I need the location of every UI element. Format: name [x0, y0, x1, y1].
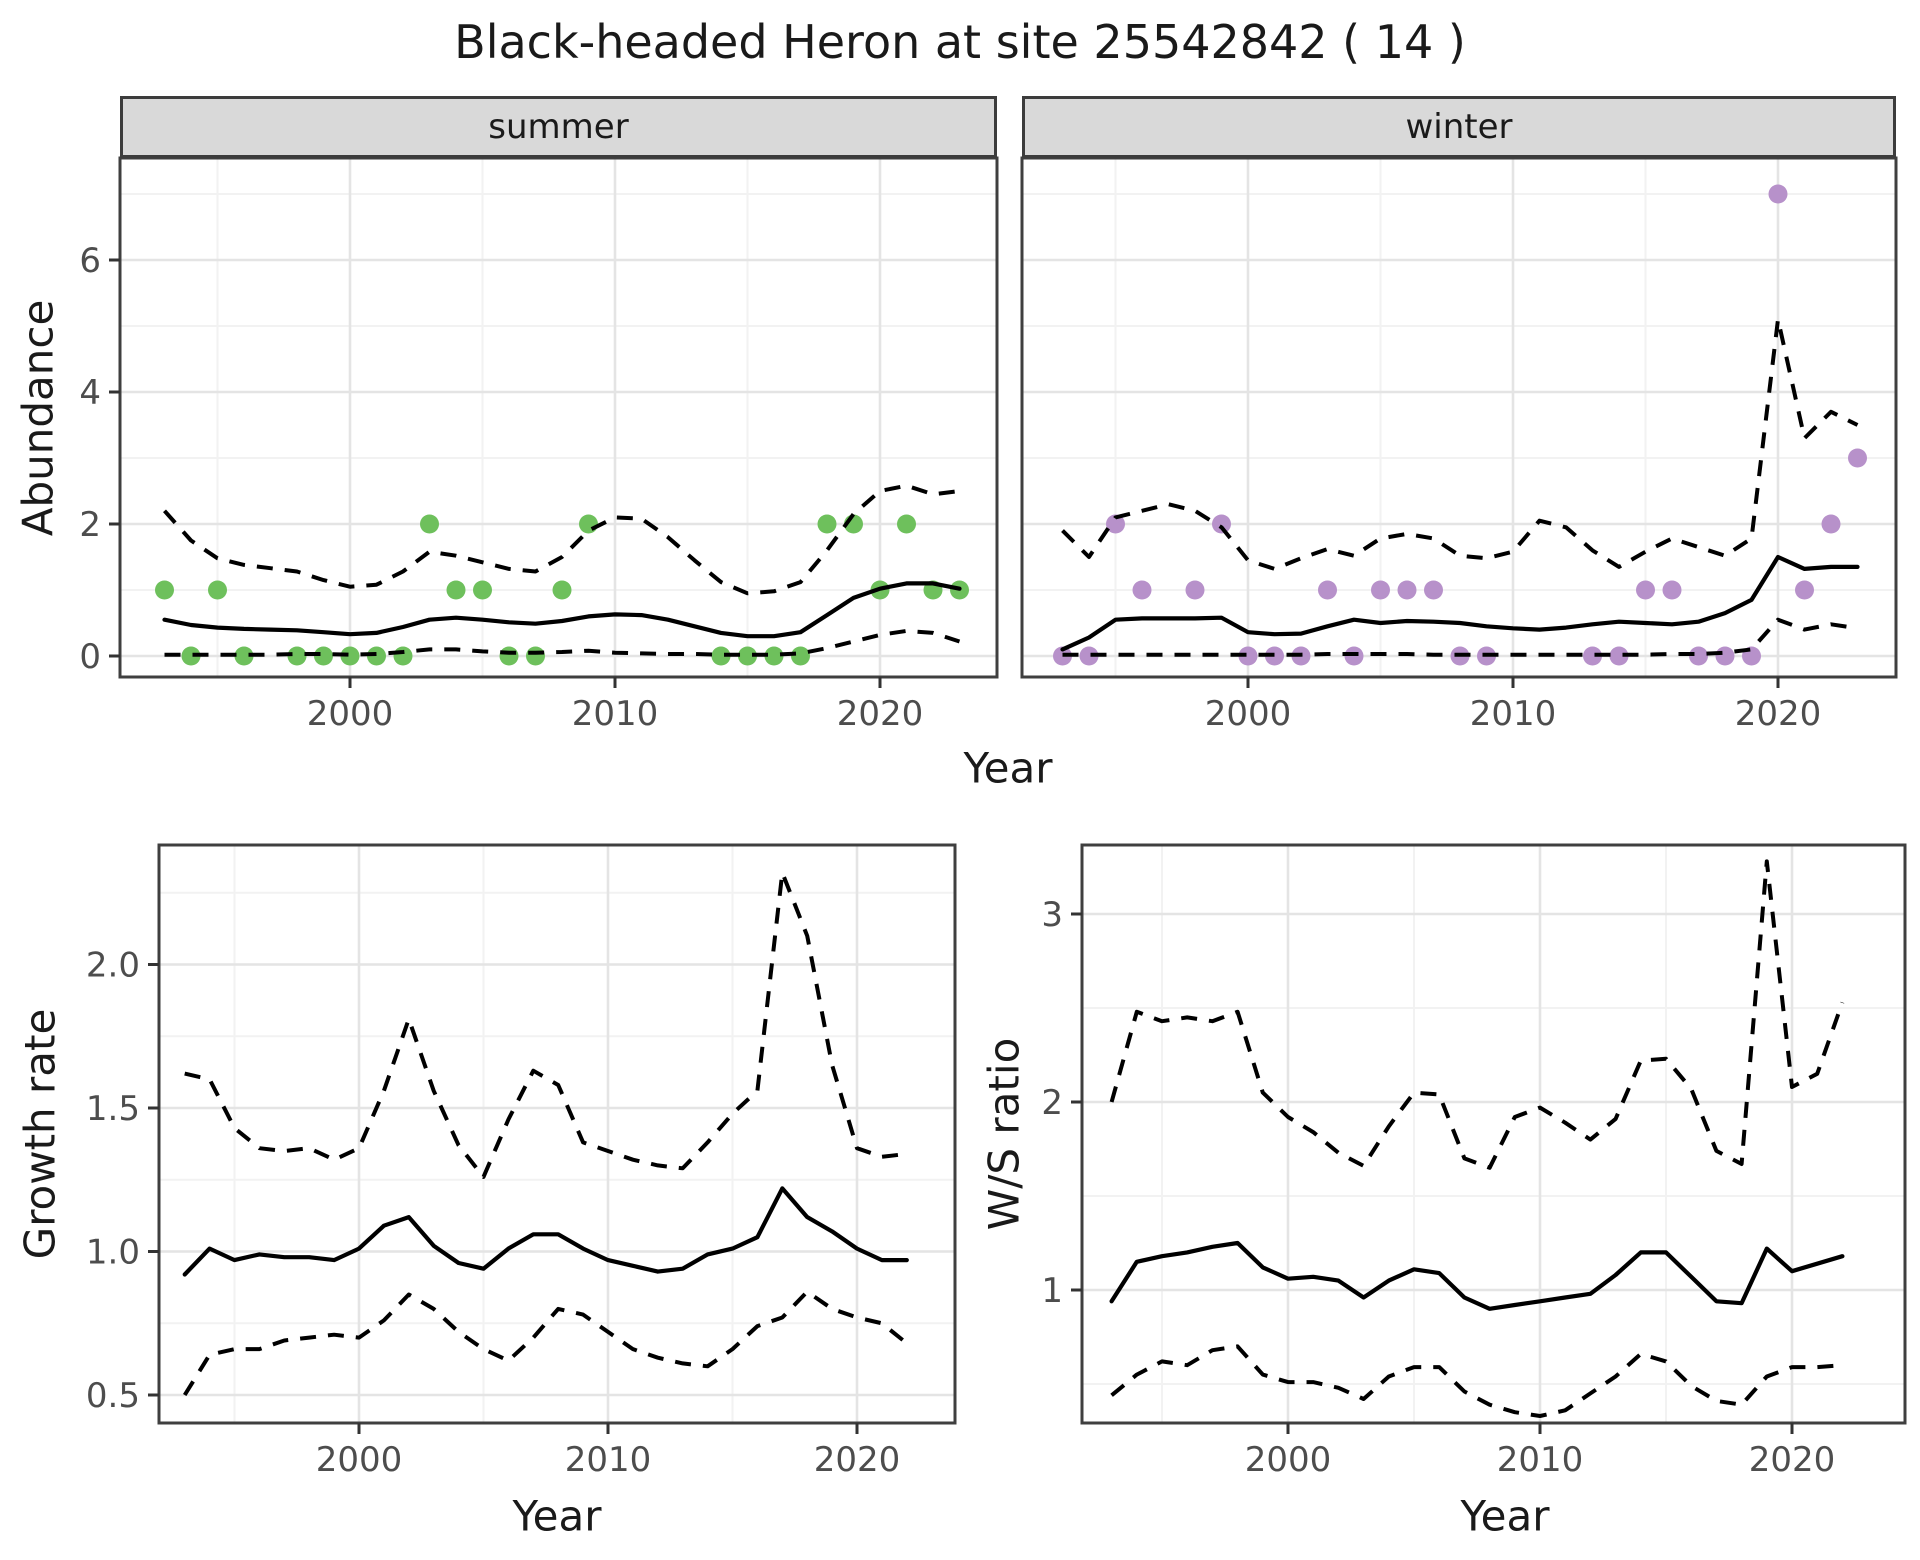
plot-title: Black-headed Heron at site 25542842 ( 14…: [454, 15, 1466, 69]
data-point: [340, 646, 360, 666]
data-point: [1768, 184, 1788, 204]
x-tick-label: 2000: [307, 694, 394, 734]
data-point: [314, 646, 333, 666]
data-point: [1662, 580, 1682, 600]
panel-background: [159, 845, 955, 1423]
x-tick-label: 2010: [565, 1440, 652, 1480]
data-point: [1689, 646, 1708, 666]
data-point: [499, 646, 519, 666]
x-tick-label: 2020: [814, 1440, 901, 1480]
panel-abundance_summer: 2000 2010 2020 0 2 4 6: [79, 156, 999, 734]
data-point: [420, 514, 439, 534]
y-tick-label: 0.5: [86, 1376, 140, 1416]
x-tick-label: 2020: [1735, 694, 1822, 734]
data-point: [208, 580, 227, 600]
facet-strip-summer: summer: [120, 96, 997, 158]
data-point: [181, 646, 201, 666]
ci-lower-line: [1110, 1344, 1843, 1418]
y-tick-label: 6: [79, 241, 101, 281]
x-tick-label: 2020: [1749, 1440, 1836, 1480]
data-point: [817, 514, 837, 534]
fit-line: [182, 1186, 909, 1277]
data-point: [234, 646, 254, 666]
data-point: [1715, 646, 1735, 666]
data-point: [711, 646, 731, 666]
fit-line: [162, 581, 962, 639]
data-point: [1609, 646, 1629, 666]
data-point: [287, 646, 307, 666]
data-point: [1583, 646, 1602, 666]
x-axis-title-year-growth: Year: [512, 1491, 602, 1541]
y-tick-label: 1.5: [86, 1089, 140, 1129]
data-point: [1397, 580, 1417, 600]
x-axis-title-year-top: Year: [963, 743, 1053, 793]
facet-strip-winter: winter: [1022, 96, 1896, 158]
data-point: [1795, 580, 1814, 600]
panel-background: [120, 158, 997, 677]
data-point: [1132, 580, 1152, 600]
fit-line: [1109, 1240, 1845, 1311]
x-tick-label: 2000: [1205, 694, 1292, 734]
panel-border: [1080, 843, 1907, 1425]
ci-upper-line: [184, 870, 908, 1179]
x-tick-label: 2000: [316, 1440, 403, 1480]
data-point: [1636, 580, 1655, 600]
y-axis-title-growth-rate: Growth rate: [15, 1008, 65, 1260]
data-point: [155, 580, 174, 600]
ci-lower-line: [1062, 617, 1858, 657]
data-point: [738, 646, 757, 666]
data-point: [791, 646, 810, 666]
y-tick-label: 1: [1041, 1271, 1063, 1311]
data-point: [393, 646, 413, 666]
facet-strip-summer-label: summer: [488, 107, 629, 147]
x-tick-label: 2010: [1497, 1440, 1584, 1480]
panel-ws_ratio: 2000 2010 2020 1 2 3: [1041, 843, 1907, 1480]
data-point: [1821, 514, 1841, 534]
panel-abundance_winter: 2000 2010 2020: [1020, 156, 1898, 734]
y-tick-label: 0: [79, 637, 101, 677]
data-point: [764, 646, 784, 666]
panel-growth_rate: 2000 2010 2020 0.5 1.0 1.5 2.0: [86, 843, 957, 1480]
panel-border: [118, 156, 999, 679]
x-tick-label: 2000: [1245, 1440, 1332, 1480]
data-point: [1424, 580, 1443, 600]
panel-border: [1020, 156, 1898, 679]
y-tick-label: 2: [79, 505, 101, 545]
facet-strip-winter-label: winter: [1405, 107, 1513, 147]
data-point: [1079, 646, 1099, 666]
data-point: [1106, 514, 1125, 534]
y-axis-title-ws-ratio: W/S ratio: [979, 1037, 1029, 1231]
ci-upper-line: [163, 483, 960, 596]
data-point: [1371, 580, 1390, 600]
ci-upper-line: [1109, 859, 1845, 1170]
data-point: [897, 514, 916, 534]
y-axis-title-abundance: Abundance: [13, 299, 63, 537]
x-tick-label: 2020: [837, 694, 924, 734]
ci-lower-line: [164, 628, 961, 657]
y-tick-label: 3: [1041, 895, 1063, 935]
data-point: [552, 580, 572, 600]
panel-border: [157, 843, 957, 1425]
ci-lower-line: [182, 1289, 909, 1397]
panel-background: [1082, 845, 1905, 1423]
fit-line: [1060, 554, 1860, 652]
x-tick-label: 2010: [572, 694, 659, 734]
data-point: [446, 580, 466, 600]
data-point: [1238, 646, 1258, 666]
x-tick-label: 2010: [1470, 694, 1557, 734]
y-tick-label: 2.0: [86, 946, 140, 986]
data-point: [1318, 580, 1337, 600]
y-tick-label: 1.0: [86, 1233, 140, 1273]
data-point: [1185, 580, 1205, 600]
data-point: [526, 646, 545, 666]
y-tick-label: 4: [79, 373, 101, 413]
data-point: [473, 580, 492, 600]
data-point: [1212, 514, 1231, 534]
y-tick-label: 2: [1041, 1083, 1063, 1123]
x-axis-title-year-ws: Year: [1460, 1491, 1550, 1541]
data-point: [1848, 448, 1867, 468]
data-point: [579, 514, 598, 534]
